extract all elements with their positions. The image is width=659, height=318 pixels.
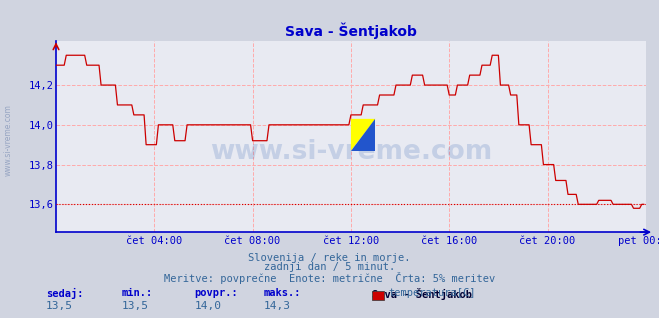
Text: www.si-vreme.com: www.si-vreme.com bbox=[210, 139, 492, 165]
Polygon shape bbox=[351, 119, 376, 151]
Text: maks.:: maks.: bbox=[264, 288, 301, 298]
Text: Meritve: povprečne  Enote: metrične  Črta: 5% meritev: Meritve: povprečne Enote: metrične Črta:… bbox=[164, 272, 495, 284]
Text: min.:: min.: bbox=[122, 288, 153, 298]
Text: zadnji dan / 5 minut.: zadnji dan / 5 minut. bbox=[264, 262, 395, 272]
Polygon shape bbox=[351, 119, 376, 151]
Text: 13,5: 13,5 bbox=[122, 301, 149, 311]
Text: Slovenija / reke in morje.: Slovenija / reke in morje. bbox=[248, 253, 411, 263]
Text: www.si-vreme.com: www.si-vreme.com bbox=[4, 104, 13, 176]
Text: 14,3: 14,3 bbox=[264, 301, 291, 311]
Text: 13,5: 13,5 bbox=[46, 301, 73, 311]
Text: povpr.:: povpr.: bbox=[194, 288, 238, 298]
Text: temperatura[C]: temperatura[C] bbox=[389, 288, 476, 298]
Text: Sava - Šentjakob: Sava - Šentjakob bbox=[372, 288, 473, 300]
Text: sedaj:: sedaj: bbox=[46, 288, 84, 299]
Text: 14,0: 14,0 bbox=[194, 301, 221, 311]
Title: Sava - Šentjakob: Sava - Šentjakob bbox=[285, 22, 417, 39]
